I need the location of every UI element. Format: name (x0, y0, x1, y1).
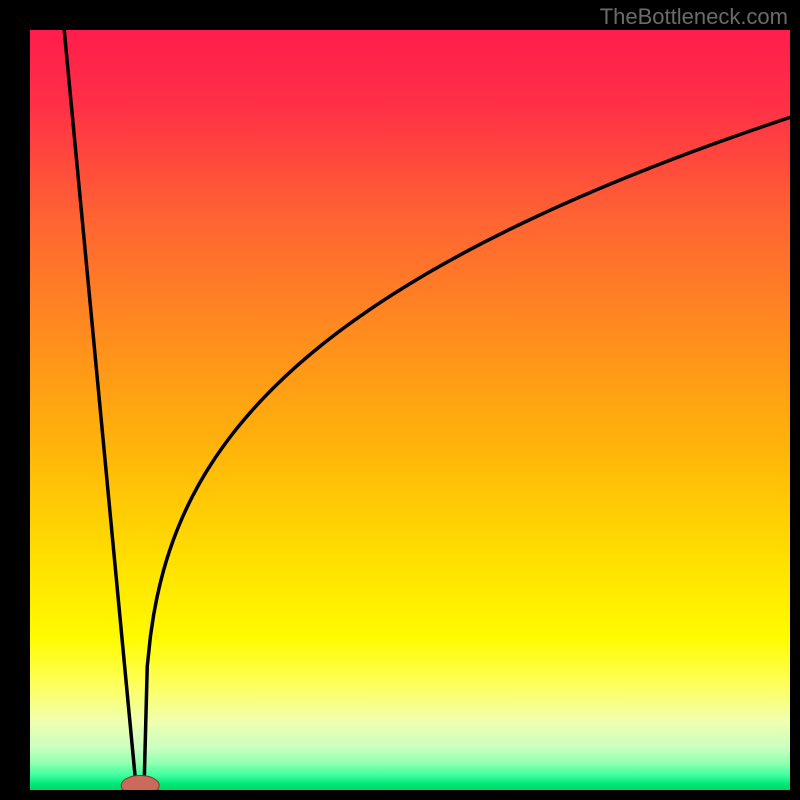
right-curve (144, 117, 790, 790)
left-line (64, 30, 136, 790)
watermark-text: TheBottleneck.com (600, 4, 788, 30)
curve-overlay (30, 30, 790, 790)
chart-container: TheBottleneck.com (0, 0, 800, 800)
plot-area (30, 30, 790, 790)
valley-marker (121, 776, 159, 790)
